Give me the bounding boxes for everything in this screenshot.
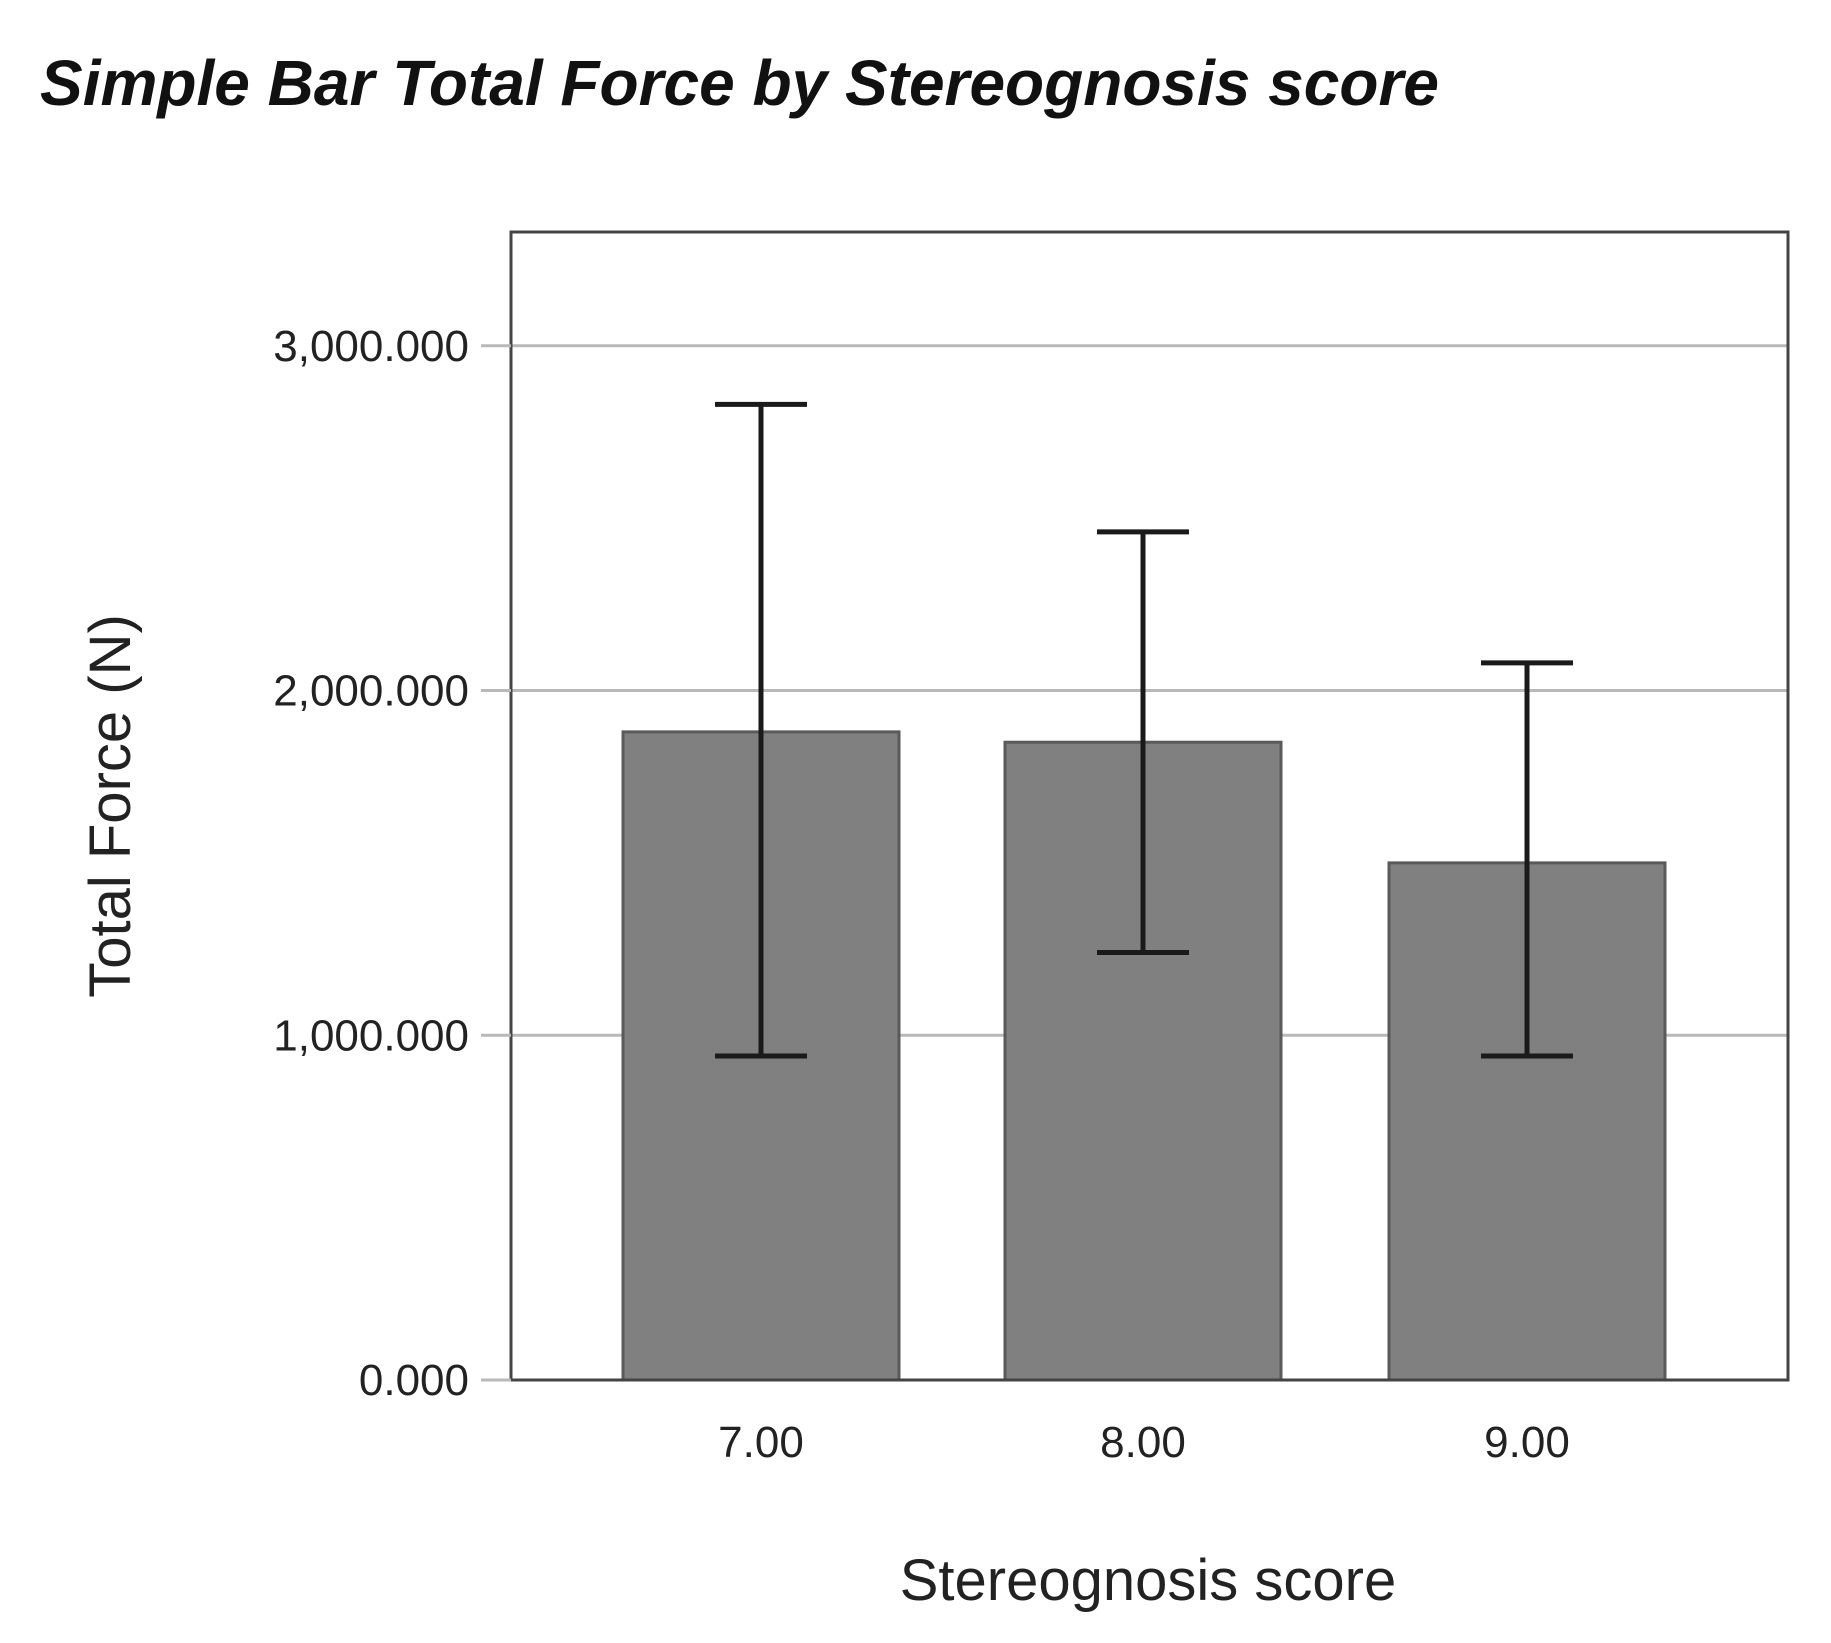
plot-frame [509,230,1790,1382]
y-tick-label: 2,000.000 [273,667,469,716]
y-tick-label: 3,000.000 [273,322,469,371]
x-tick-label: 9.00 [1484,1418,1570,1467]
y-axis-label: Total Force (N) [78,614,143,998]
x-axis-label: Stereognosis score [900,1548,1396,1613]
y-tick-label: 0.000 [359,1356,469,1405]
x-tick-label: 8.00 [1100,1418,1186,1467]
error-bar [715,401,807,1059]
y-axis-ticks: 0.000 1,000.000 2,000.000 3,000.000 [273,322,511,1405]
error-bars [715,401,1573,1059]
x-axis-ticks: 7.00 8.00 9.00 [718,1418,1570,1467]
y-tick-label: 1,000.000 [273,1011,469,1060]
x-tick-label: 7.00 [718,1418,804,1467]
chart-title: Simple Bar Total Force by Stereognosis s… [40,47,1439,119]
error-bar [1097,529,1189,956]
error-bar [1481,660,1573,1059]
